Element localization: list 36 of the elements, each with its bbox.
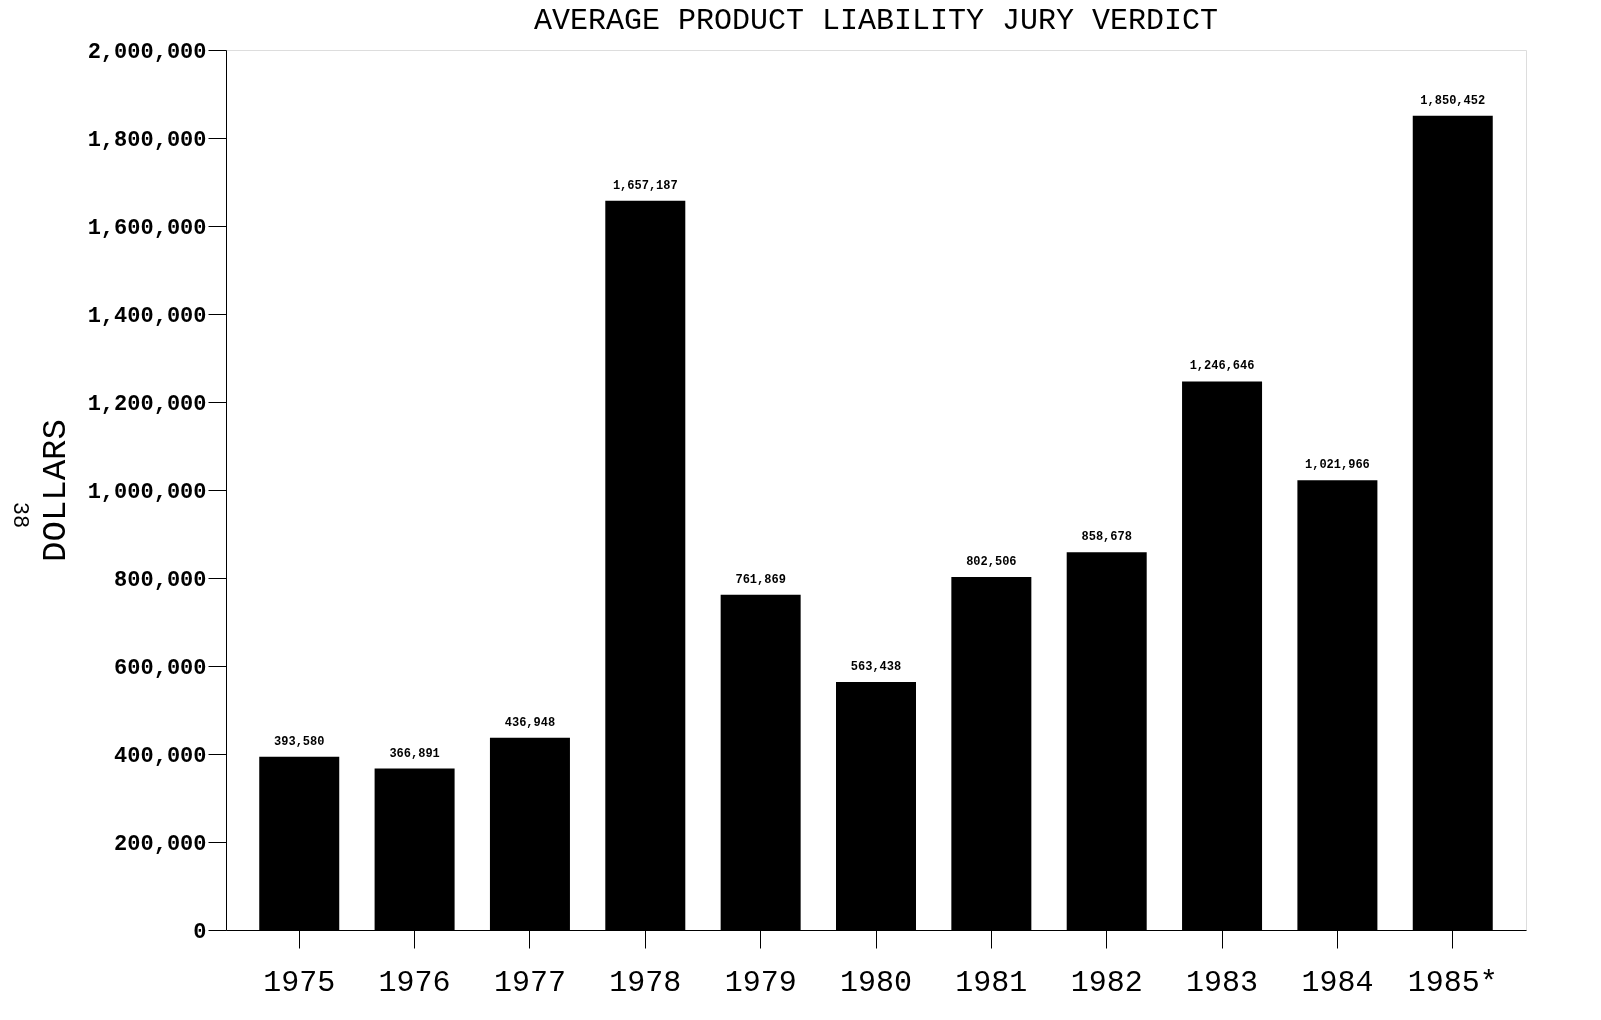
x-tick-label: 1981	[955, 965, 1028, 1000]
y-tick-label: 1,000,000	[87, 479, 207, 505]
y-axis-title: DOLLARS	[36, 419, 75, 562]
chart-title: AVERAGE PRODUCT LIABILITY JURY VERDICT	[533, 4, 1219, 38]
data-label: 802,506	[966, 554, 1017, 569]
x-tick-label: 1979	[724, 965, 797, 1000]
data-label: 858,678	[1081, 530, 1132, 545]
x-tick-label: 1983	[1186, 965, 1259, 1000]
data-label: 1,021,966	[1305, 458, 1370, 473]
x-tick-label: 1984	[1301, 965, 1374, 1000]
y-tick-label: 0	[193, 919, 207, 945]
y-tick-label: 800,000	[114, 567, 207, 593]
data-label: 366,891	[389, 746, 440, 761]
y-tick-label: 400,000	[114, 743, 207, 769]
x-tick-label: 1976	[378, 965, 451, 1000]
y-tick-label: 1,600,000	[87, 215, 207, 241]
data-label: 393,580	[274, 734, 325, 749]
x-tick-label: 1985*	[1407, 965, 1498, 1000]
y-tick-label: 1,800,000	[87, 127, 207, 153]
data-label: 563,438	[850, 660, 902, 675]
x-tick-label: 1975	[263, 965, 336, 1000]
y-tick-label: 600,000	[114, 655, 207, 681]
data-label: 1,657,187	[612, 178, 678, 193]
data-label: 1,246,646	[1189, 359, 1255, 374]
text: 38	[7, 501, 32, 529]
x-tick-label: 1977	[493, 965, 566, 1000]
data-label: 1,850,452	[1420, 93, 1486, 108]
y-tick-label: 2,000,000	[87, 39, 207, 65]
data-label: 761,869	[735, 572, 786, 587]
y-tick-label: 1,400,000	[87, 303, 207, 329]
x-tick-label: 1978	[609, 965, 682, 1000]
y-tick-label: 1,200,000	[87, 391, 207, 417]
y-tick-label: 200,000	[114, 831, 207, 857]
data-label: 436,948	[504, 715, 556, 730]
x-tick-label: 1982	[1070, 965, 1143, 1000]
x-tick-label: 1980	[839, 965, 913, 1000]
